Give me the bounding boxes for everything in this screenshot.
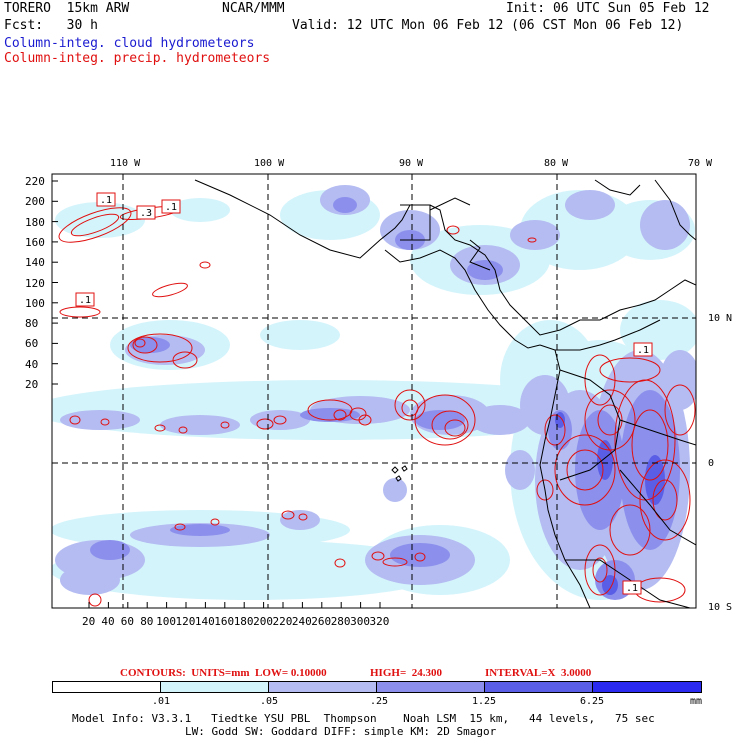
y-tick-label: 160 (25, 235, 45, 249)
colorbar-bin-0 (52, 681, 161, 693)
colorbar-bin-4 (484, 681, 593, 693)
x-tick-label: 60 (120, 615, 135, 628)
cloud-legend: Column-integ. cloud hydrometeors (4, 36, 255, 51)
lon-label-70w: 70 W (688, 158, 713, 169)
lon-label-110w: 110 W (110, 158, 141, 169)
x-tick-label: 100 (156, 615, 176, 628)
lon-label-80w: 80 W (544, 158, 569, 169)
x-tick-label: 160 (214, 615, 235, 628)
y-tick-label: 200 (25, 195, 45, 209)
contour-label: .1 (165, 202, 177, 213)
contour-label: .1 (637, 345, 649, 356)
contour-high: HIGH= 24.300 (370, 667, 442, 679)
x-tick-label: 140 (194, 615, 215, 628)
colorbar-bin-3 (376, 681, 485, 693)
contour-label: .1 (626, 583, 638, 594)
x-tick-label: 260 (311, 615, 332, 628)
y-tick-label: 100 (25, 296, 45, 310)
x-tick-label: 20 (82, 615, 96, 628)
x-tick-label: 200 (253, 615, 273, 628)
model-info-line1: Model Info: V3.3.1 Tiedtke YSU PBL Thomp… (72, 712, 655, 725)
contour-label: .1 (100, 195, 112, 206)
colorbar-label-125: 1.25 (472, 696, 497, 707)
colorbar-bin-1 (160, 681, 269, 693)
y-tick-label: 40 (25, 357, 39, 371)
colorbar-label-625: 6.25 (580, 696, 605, 707)
model-info-line2: LW: Godd SW: Goddard DIFF: simple KM: 2D… (185, 725, 497, 738)
org-label: NCAR/MMM (222, 1, 285, 16)
forecast-hour: Fcst: 30 h (4, 18, 98, 33)
y-tick-label: 180 (25, 215, 45, 229)
x-tick-label: 220 (272, 615, 293, 628)
lat-label-0: 0 (708, 458, 715, 469)
colorbar-units: mm (690, 696, 703, 707)
valid-time: Valid: 12 UTC Mon 06 Feb 12 (06 CST Mon … (292, 18, 684, 33)
lat-lon-grid (52, 174, 696, 608)
contour-label-box (96, 192, 116, 207)
precip-legend: Column-integ. precip. hydrometeors (4, 51, 271, 66)
y-tick-label: 140 (25, 256, 45, 270)
x-tick-label: 120 (175, 615, 196, 628)
y-tick-label: 20 (25, 378, 39, 391)
x-tick-label: 180 (233, 615, 254, 628)
y-tick-label: 60 (25, 337, 39, 351)
colorbar-label-005: .05 (260, 696, 279, 707)
lon-label-90w: 90 W (399, 158, 424, 169)
contour-units: CONTOURS: UNITS=mm LOW= 0.10000 (120, 667, 327, 679)
init-time: Init: 06 UTC Sun 05 Feb 12 (506, 1, 710, 16)
x-tick-label: 40 (101, 615, 115, 628)
contour-labels: .1 .3 .1 .1 .1 .1 (75, 192, 653, 595)
x-tick-label: 320 (369, 615, 390, 628)
model-title: TORERO 15km ARW (4, 1, 130, 16)
contour-label-box (75, 292, 95, 307)
cloud-field (52, 179, 696, 608)
contour-label-box (633, 342, 653, 357)
axis-ticks (52, 180, 381, 608)
x-tick-label: 240 (291, 615, 312, 628)
contour-label: .1 (79, 295, 91, 306)
x-tick-label: 80 (140, 615, 154, 628)
contour-interval: INTERVAL=X 3.0000 (485, 667, 592, 679)
contour-label-box (622, 580, 642, 595)
plot-frame (51, 173, 697, 609)
colorbar-label-001: .01 (152, 696, 171, 707)
y-tick-label: 220 (25, 175, 45, 188)
colorbar-bin-2 (268, 681, 377, 693)
colorbar-bin-5 (592, 681, 702, 693)
y-tick-label: 120 (25, 276, 45, 290)
x-tick-label: 280 (330, 615, 351, 628)
x-tick-label: 300 (350, 615, 370, 628)
lat-label-10n: 10 N (708, 313, 733, 324)
contour-label-box (161, 199, 181, 214)
y-tick-label: 80 (25, 317, 39, 331)
lon-label-100w: 100 W (254, 158, 285, 169)
lat-label-10s: 10 S (708, 602, 733, 613)
colorbar-label-025: .25 (370, 696, 389, 707)
contour-label: .3 (140, 208, 152, 219)
contour-label-box (136, 205, 156, 220)
